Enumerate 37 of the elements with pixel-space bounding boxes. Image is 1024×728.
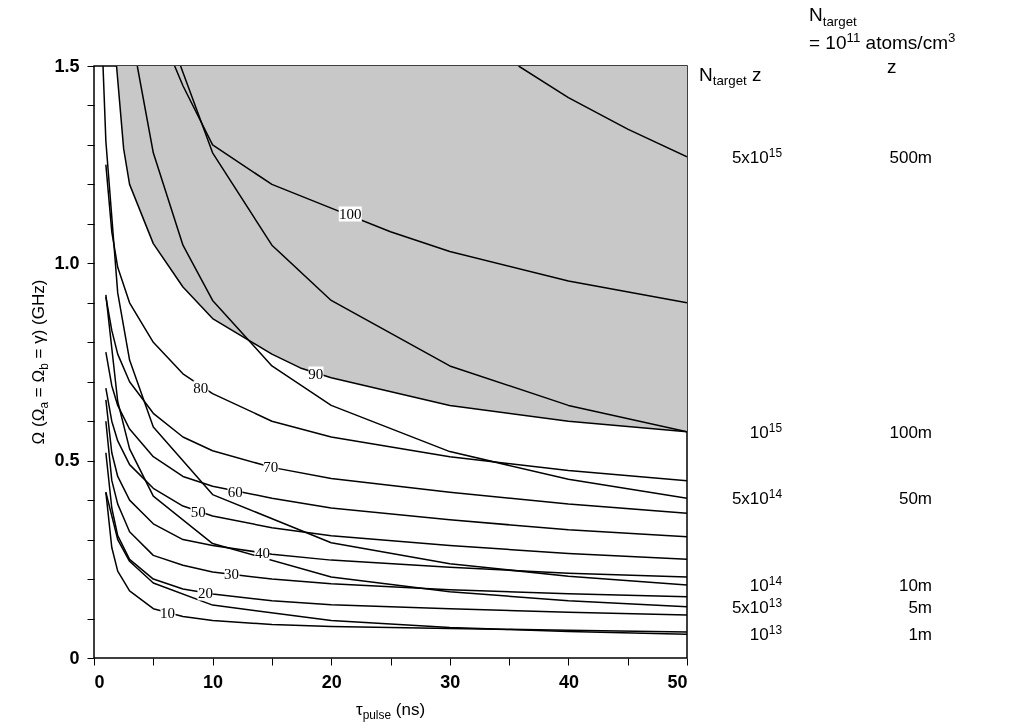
annotation: 90 (308, 365, 324, 382)
x-tick-label: 30 (440, 671, 461, 692)
annotation: 10 (160, 604, 176, 621)
y-tick-label: 0 (69, 647, 80, 668)
text: 50m (898, 488, 932, 508)
text: z (887, 56, 897, 78)
x-tick-label: 10 (203, 671, 224, 692)
text: 10m (898, 575, 932, 595)
text: N$_{target}$ (809, 4, 857, 29)
text: = 10$^{11}$ atoms/cm$^{3}$ (809, 30, 956, 55)
annotation: 40 (254, 544, 270, 561)
text: 500m (889, 147, 932, 167)
annotation: 100 (338, 205, 362, 222)
y-tick-label: 1.5 (54, 55, 80, 76)
text: 10$^{15}$ (749, 420, 782, 443)
text: 5x10$^{15}$ (731, 145, 782, 168)
x-axis-title: τ$_{pulse}$ (ns) (355, 700, 426, 723)
text: 100m (889, 422, 932, 442)
text: 5x10$^{14}$ (731, 486, 782, 509)
y-tick-label: 0.5 (54, 450, 80, 471)
legend-title: N$_{target}$ z (699, 63, 762, 89)
annotation: 70 (263, 458, 279, 475)
y-tick-label: 1.0 (54, 252, 80, 273)
text: 5x10$^{13}$ (731, 595, 782, 618)
x-tick-label: 50 (667, 671, 688, 692)
text: 1m (908, 624, 932, 644)
text: 10$^{14}$ (749, 573, 782, 596)
x-tick-label: 40 (558, 671, 579, 692)
text: 10$^{13}$ (749, 622, 782, 645)
annotation: 20 (197, 584, 213, 601)
x-tick-label: 20 (321, 671, 342, 692)
annotation: 30 (224, 565, 240, 582)
text: 5m (908, 597, 932, 617)
annotation: 50 (190, 503, 206, 520)
annotation: 80 (193, 379, 209, 396)
x-tick-label: 0 (94, 671, 105, 692)
annotation: 60 (227, 483, 243, 500)
